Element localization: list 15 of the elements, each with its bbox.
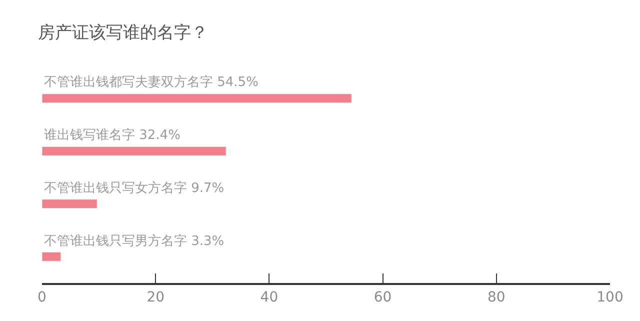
x-tick-label: 20: [146, 290, 165, 306]
bar: [42, 94, 352, 104]
category-label: 谁出钱写谁名字 32.4%: [44, 128, 180, 143]
chart-title: 房产证该写谁的名字？: [38, 23, 208, 44]
bar: [42, 252, 61, 262]
x-tick-label: 80: [487, 290, 506, 306]
category-label: 不管谁出钱都写夫妻双方名字 54.5%: [44, 75, 258, 90]
x-tick-label: 60: [374, 290, 392, 306]
x-tick-label: 0: [38, 290, 46, 306]
x-tick-label: 40: [260, 290, 278, 306]
category-label: 不管谁出钱只写男方名字 3.3%: [44, 234, 224, 249]
category-label: 不管谁出钱只写女方名字 9.7%: [44, 181, 224, 196]
bar: [42, 146, 226, 156]
x-tick-label: 100: [596, 290, 624, 306]
bar: [42, 199, 98, 209]
